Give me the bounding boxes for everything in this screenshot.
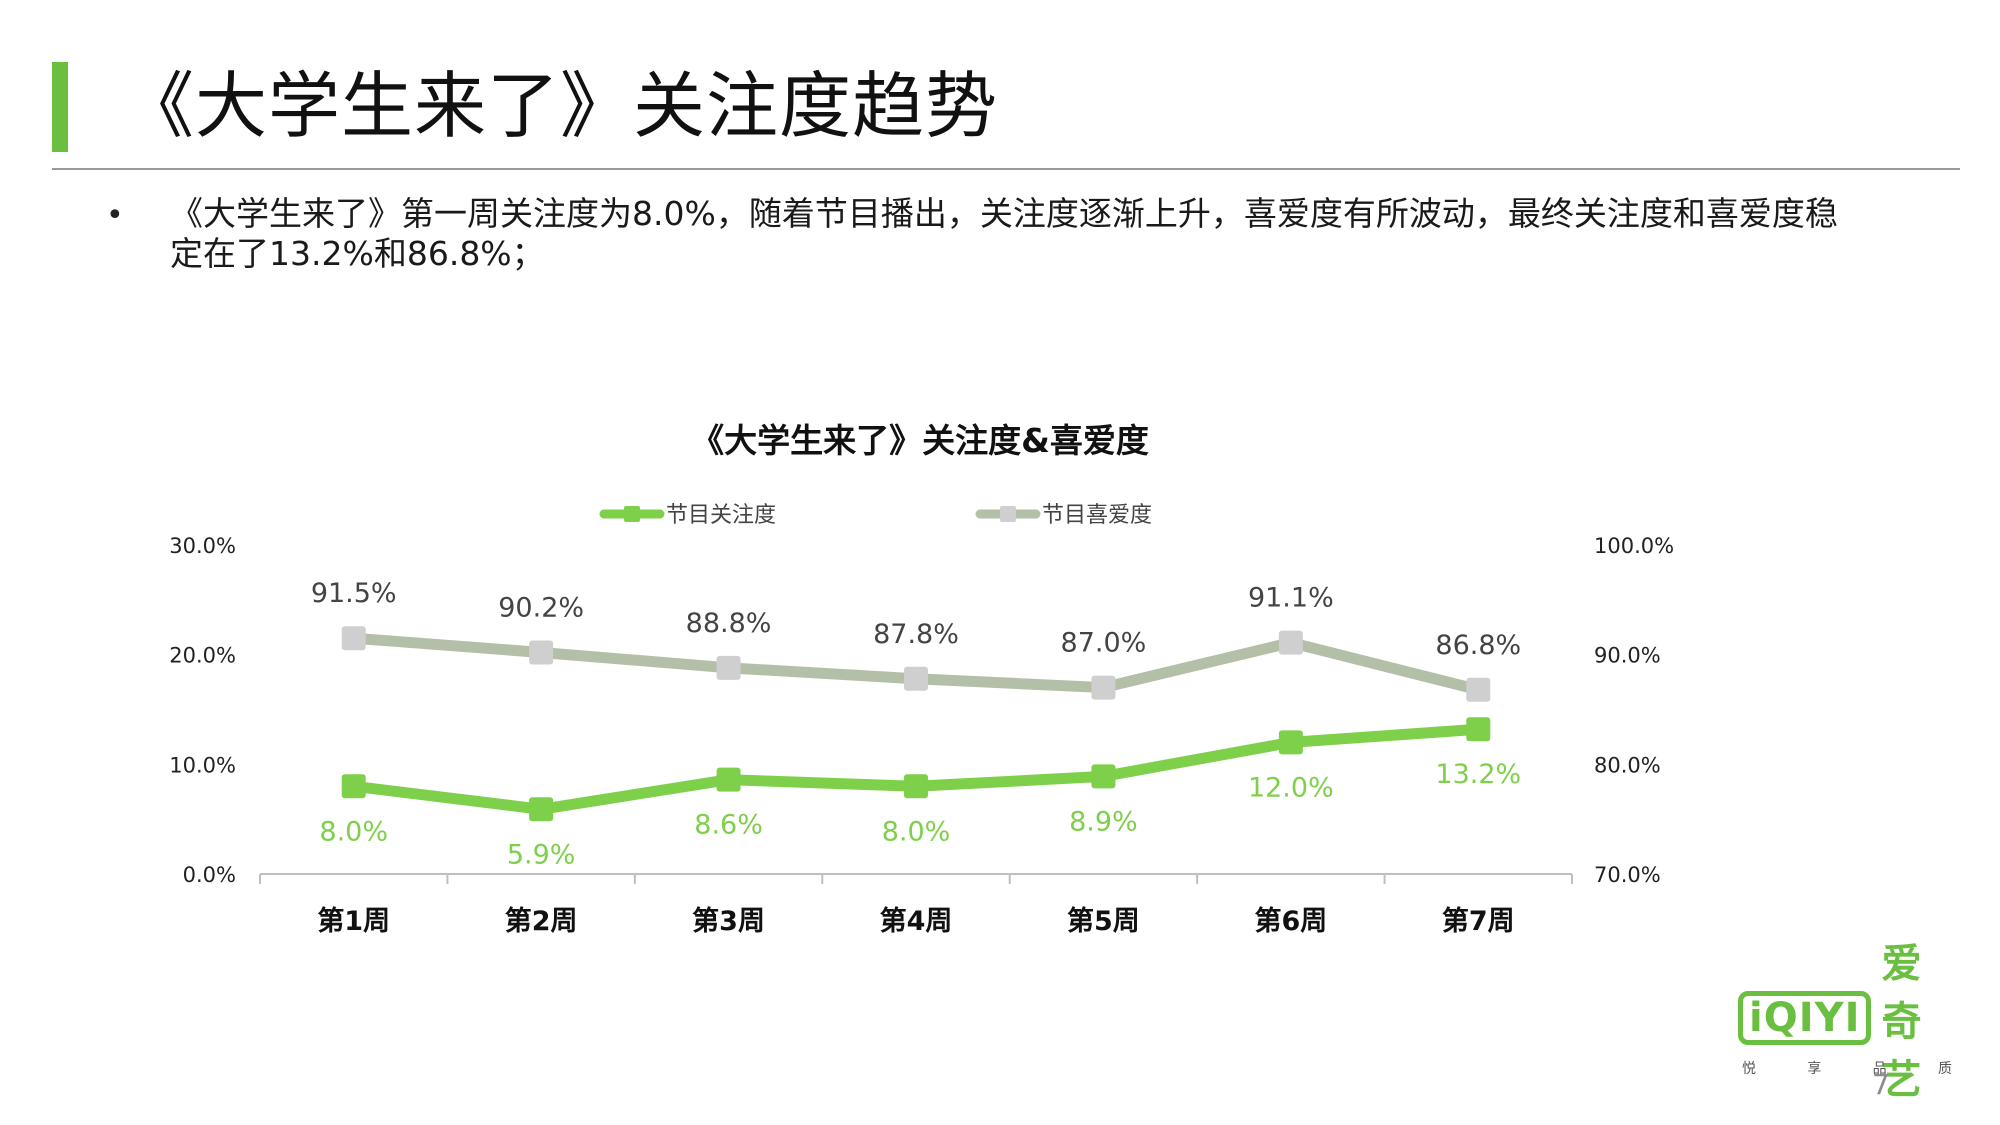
page-title: 《大学生来了》关注度趋势 [122, 64, 999, 148]
x-axis-category-label: 第4周 [880, 905, 953, 937]
summary-text: 《大学生来了》第一周关注度为8.0%，随着节目播出，关注度逐渐上升，喜爱度有所波… [170, 194, 1838, 273]
left-axis-tick-label: 20.0% [169, 644, 236, 668]
data-label: 5.9% [507, 839, 576, 870]
x-axis-category-label: 第2周 [505, 905, 578, 937]
data-label: 13.2% [1435, 759, 1521, 790]
right-axis-tick-label: 90.0% [1594, 644, 1661, 668]
chart-title: 《大学生来了》关注度&喜爱度 [691, 421, 1149, 460]
title-divider [52, 168, 1960, 170]
data-point-marker [341, 774, 366, 799]
data-label: 87.0% [1061, 628, 1147, 659]
attention-preference-chart: 《大学生来了》关注度&喜爱度 节目关注度 节目喜爱度 30.0% 20.0% 10.0… [169, 421, 1674, 937]
right-axis: 100.0% 90.0% 80.0% 70.0% [1594, 534, 1674, 887]
slogan-char: 享 [1807, 1061, 1822, 1077]
legend-marker [1000, 506, 1016, 522]
right-axis-tick-label: 80.0% [1594, 753, 1661, 777]
x-axis-category-label: 第7周 [1442, 905, 1515, 937]
data-label: 87.8% [873, 619, 959, 650]
data-label: 8.0% [882, 816, 951, 847]
x-axis: 第1周 第2周 第3周 第4周 第5周 第6周 第7周 [259, 873, 1573, 937]
data-label: 91.1% [1248, 583, 1334, 614]
logo-slogan: 悦 享 品 质 [1742, 1058, 1952, 1078]
page-number: 7 [1872, 1068, 1890, 1101]
left-axis: 30.0% 20.0% 10.0% 0.0% [169, 534, 236, 887]
logo-name: 爱奇艺 [1881, 941, 1922, 1103]
series-layer: 91.5% 90.2% 88.8% 87.8% 87.0% 91.1% 86.8% 8.0% 5… [311, 578, 1521, 870]
logo-brand: iQIYI 爱奇艺 [1738, 941, 1958, 1103]
x-axis-category-label: 第3周 [692, 905, 765, 937]
data-label: 8.0% [319, 816, 388, 847]
chart-legend: 节目关注度 节目喜爱度 [599, 503, 1152, 528]
data-point-marker [716, 767, 741, 792]
data-point-marker [1091, 675, 1116, 700]
data-label: 12.0% [1248, 772, 1334, 803]
data-point-marker [1091, 764, 1116, 789]
x-axis-category-label: 第5周 [1067, 905, 1140, 937]
data-label: 8.9% [1069, 806, 1138, 837]
slogan-char: 悦 [1742, 1061, 1756, 1077]
data-point-marker [1466, 717, 1491, 742]
right-axis-tick-label: 70.0% [1594, 863, 1661, 887]
logo-badge: iQIYI [1738, 991, 1872, 1045]
data-point-marker [529, 640, 554, 665]
legend-label: 节目关注度 [666, 503, 776, 528]
data-label: 86.8% [1435, 630, 1521, 661]
slogan-char: 品 [1872, 1061, 1887, 1077]
legend-label: 节目喜爱度 [1042, 503, 1152, 528]
legend-marker [624, 506, 640, 522]
data-label: 90.2% [498, 592, 584, 623]
data-point-marker [1278, 630, 1303, 655]
left-axis-tick-label: 30.0% [169, 534, 236, 558]
right-axis-tick-label: 100.0% [1594, 534, 1674, 558]
left-axis-tick-label: 0.0% [183, 863, 236, 887]
data-point-marker [716, 655, 741, 680]
data-label: 91.5% [311, 578, 397, 609]
data-point-marker [904, 774, 928, 799]
x-axis-category-label: 第6周 [1254, 905, 1327, 937]
data-point-marker [529, 797, 554, 822]
data-label: 8.6% [694, 810, 763, 841]
bullet-marker: • [106, 198, 124, 233]
data-point-marker [341, 626, 366, 651]
data-point-marker [1278, 730, 1303, 755]
data-point-marker [1466, 677, 1491, 702]
left-axis-tick-label: 10.0% [169, 753, 236, 777]
title-accent-bar [52, 62, 68, 152]
data-point-marker [904, 666, 928, 691]
iqiyi-logo: iQIYI 爱奇艺 悦 享 品 质 [1738, 941, 1958, 1103]
data-label: 88.8% [686, 608, 772, 639]
x-axis-category-label: 第1周 [317, 905, 390, 937]
slogan-char: 质 [1937, 1061, 1952, 1077]
